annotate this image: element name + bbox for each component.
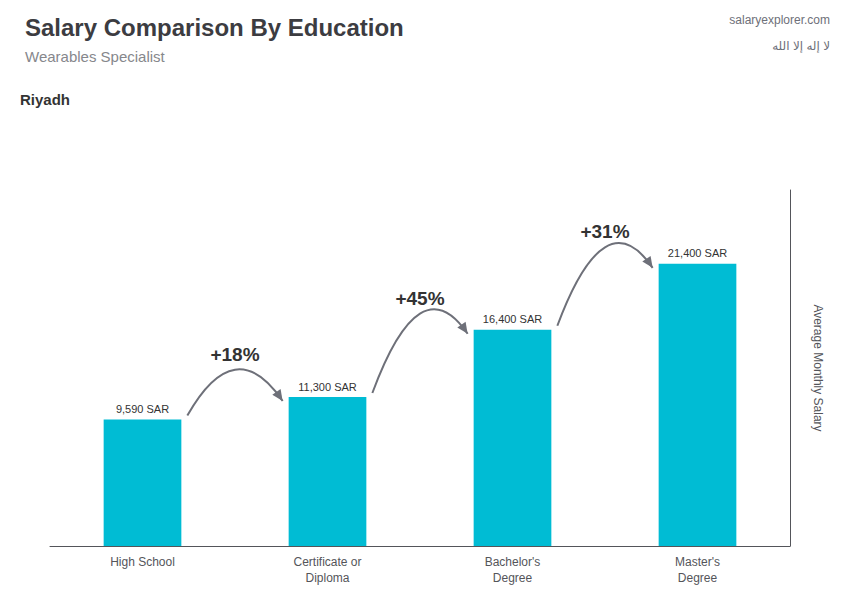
svg-text:Certificate or: Certificate or <box>293 555 361 569</box>
svg-text:Master's: Master's <box>675 555 720 569</box>
svg-text:Degree: Degree <box>493 571 533 585</box>
svg-text:لا إله إلا الله: لا إله إلا الله <box>772 39 830 53</box>
svg-text:Salary Comparison By Education: Salary Comparison By Education <box>25 14 404 41</box>
svg-text:+31%: +31% <box>580 221 629 242</box>
svg-text:High School: High School <box>110 555 175 569</box>
svg-text:11,300 SAR: 11,300 SAR <box>298 381 357 393</box>
svg-text:salaryexplorer.com: salaryexplorer.com <box>729 13 830 27</box>
svg-text:16,400 SAR: 16,400 SAR <box>483 313 542 325</box>
svg-text:9,590 SAR: 9,590 SAR <box>116 403 169 415</box>
svg-text:+45%: +45% <box>395 288 444 309</box>
svg-text:Degree: Degree <box>678 571 718 585</box>
svg-text:21,400 SAR: 21,400 SAR <box>668 247 727 259</box>
svg-text:Average Monthly Salary: Average Monthly Salary <box>811 304 825 431</box>
svg-text:+18%: +18% <box>210 344 259 365</box>
svg-text:Diploma: Diploma <box>305 571 349 585</box>
svg-text:Riyadh: Riyadh <box>20 91 70 108</box>
svg-text:Bachelor's: Bachelor's <box>485 555 541 569</box>
svg-text:Wearables Specialist: Wearables Specialist <box>25 48 166 65</box>
